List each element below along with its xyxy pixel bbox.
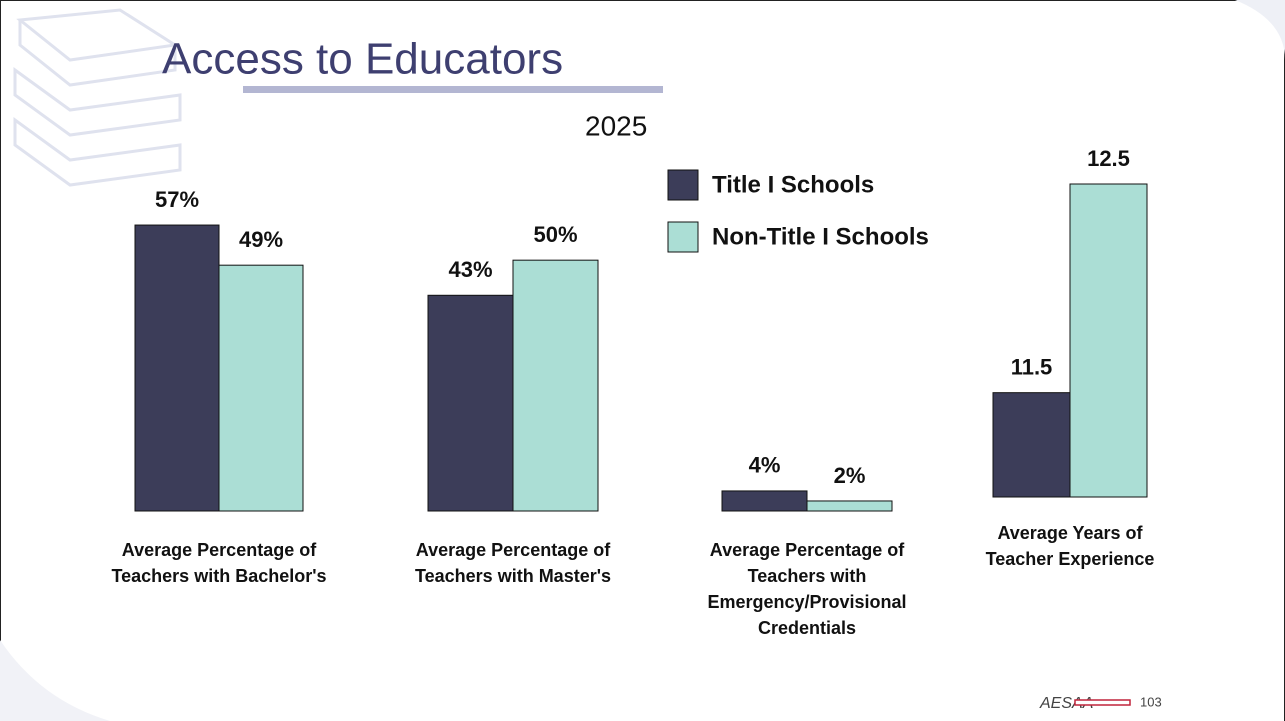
value-label: 43% — [448, 257, 492, 282]
value-label: 2% — [834, 463, 866, 488]
category-label: Average Years of Teacher Experience — [985, 523, 1155, 569]
value-label: 11.5 — [1011, 354, 1053, 379]
books-icon — [13, 8, 182, 187]
category-label: Average Percentage of Teachers with Mast… — [414, 540, 612, 586]
corner-decor — [0, 640, 110, 721]
legend-swatch — [667, 221, 699, 253]
value-label: 50% — [533, 222, 577, 247]
value-label: 4% — [749, 453, 781, 478]
value-label: 57% — [155, 187, 199, 212]
title-underline — [243, 86, 663, 93]
corner-decor — [1235, 0, 1285, 60]
title: Access to Educators — [162, 35, 563, 84]
bar — [427, 294, 514, 512]
bar — [134, 224, 220, 512]
bar — [512, 259, 599, 512]
legend-label: Non-Title I Schools — [712, 223, 929, 250]
bar — [1069, 183, 1148, 498]
bar — [806, 500, 893, 512]
subtitle: 2025 — [585, 110, 647, 141]
category-label: Average Percentage of Teachers with Emer… — [707, 540, 907, 638]
legend-swatch — [667, 169, 699, 201]
bar — [721, 490, 808, 512]
value-label: 12.5 — [1087, 146, 1130, 171]
legend-label: Title I Schools — [712, 171, 874, 198]
value-label: 49% — [239, 227, 283, 252]
bar — [218, 264, 304, 512]
bar — [992, 392, 1071, 498]
category-label: Average Percentage of Teachers with Bach… — [111, 540, 327, 586]
page-number: 103 — [1140, 694, 1162, 709]
footer-line — [1074, 699, 1131, 706]
